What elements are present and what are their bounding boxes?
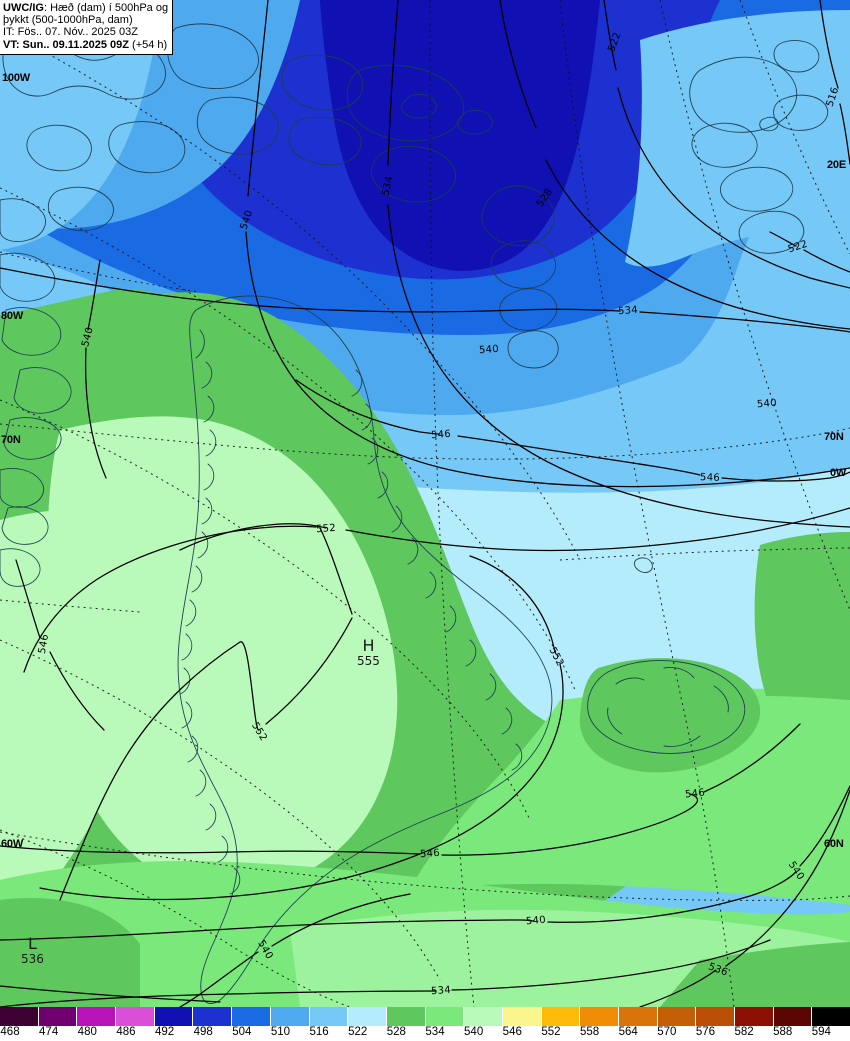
colorbar-tick-498: 498 xyxy=(193,1026,213,1038)
contour-label-546-10: 546 xyxy=(430,428,452,442)
graticule-label-80w-1: 80W xyxy=(1,310,24,322)
colorbar-tick-504: 504 xyxy=(232,1026,252,1038)
colorbar-swatch-13 xyxy=(502,1007,542,1026)
contour-label-540-18: 540 xyxy=(525,914,547,928)
colorbar-swatch-2 xyxy=(77,1007,117,1026)
colorbar-swatch-11 xyxy=(425,1007,465,1026)
colorbar-tick-480: 480 xyxy=(77,1026,97,1038)
graticule-label-100w-0: 100W xyxy=(2,72,30,84)
pressure-value-low: 536 xyxy=(21,952,44,966)
colorbar-swatch-14 xyxy=(541,1007,581,1026)
colorbar-tick-570: 570 xyxy=(657,1026,677,1038)
forecast-hour: (+54 h) xyxy=(128,38,168,51)
info-line-product-2: þykkt (500-1000hPa, dam) xyxy=(3,14,133,27)
product-code: UWC/IG xyxy=(3,2,44,14)
colorbar[interactable]: 468 474 480 486 492 498 504 510 516 522 528 534 540 5… xyxy=(0,1007,850,1041)
contour-label-546-11: 546 xyxy=(699,472,721,484)
colorbar-swatch-20 xyxy=(773,1007,813,1026)
valid-time-value: VT: Sun.. 09.11.2025 09Z xyxy=(3,38,129,51)
colorbar-tick-546: 546 xyxy=(502,1026,522,1038)
colorbar-swatch-3 xyxy=(116,1007,155,1026)
colorbar-swatch-18 xyxy=(696,1007,736,1026)
graticule-label-0w-6: 0W xyxy=(830,467,847,479)
contour-label-552-12: 552 xyxy=(315,522,337,536)
colorbar-tick-510: 510 xyxy=(270,1026,291,1038)
colorbar-tick-516: 516 xyxy=(309,1026,329,1038)
pressure-center-high: H 555 xyxy=(357,636,380,669)
contour-label-540-9: 540 xyxy=(756,397,778,411)
colorbar-tick-labels: 468 474 480 486 492 498 504 510 516 522 528 534 540 5… xyxy=(0,1026,850,1041)
pressure-symbol-low: L xyxy=(27,934,37,953)
graticule-label-20e-4: 20E xyxy=(827,159,846,171)
colorbar-swatch-0 xyxy=(0,1007,39,1026)
pressure-value-high: 555 xyxy=(357,654,380,668)
colorbar-swatch-15 xyxy=(580,1007,619,1026)
colorbar-swatch-19 xyxy=(735,1007,774,1026)
colorbar-tick-576: 576 xyxy=(695,1026,716,1038)
info-line-product: UWC/IG: Hæð (dam) í 500hPa og xyxy=(3,2,168,14)
colorbar-tick-540: 540 xyxy=(464,1026,484,1038)
colorbar-tick-474: 474 xyxy=(39,1026,59,1038)
colorbar-swatch-9 xyxy=(348,1007,387,1026)
colorbar-tick-522: 522 xyxy=(348,1026,368,1038)
colorbar-swatch-6 xyxy=(232,1007,271,1026)
graticule-label-70n-2: 70N xyxy=(1,434,21,446)
colorbar-tick-588: 588 xyxy=(773,1026,793,1038)
colorbar-swatch-10 xyxy=(386,1007,426,1026)
colorbar-swatch-21 xyxy=(812,1007,850,1026)
colorbar-swatch-12 xyxy=(464,1007,503,1026)
contour-label-534-7: 534 xyxy=(617,304,639,318)
product-desc-1: : Hæð (dam) í 500hPa og xyxy=(43,2,169,14)
colorbar-swatch-16 xyxy=(619,1007,658,1026)
colorbar-tick-534: 534 xyxy=(425,1026,445,1038)
colorbar-tick-468: 468 xyxy=(0,1026,20,1038)
contour-label-546-16: 546 xyxy=(684,787,706,801)
colorbar-tick-558: 558 xyxy=(579,1026,600,1038)
colorbar-tick-594: 594 xyxy=(811,1026,831,1038)
colorbar-swatch-8 xyxy=(309,1007,349,1026)
graticule-label-60w-3: 60W xyxy=(1,838,24,850)
colorbar-tick-564: 564 xyxy=(618,1026,638,1038)
colorbar-tick-486: 486 xyxy=(116,1026,136,1038)
pressure-center-low: L 536 xyxy=(21,934,44,967)
graticule-label-60n-7: 60N xyxy=(824,838,844,850)
map-graphic xyxy=(0,0,850,1007)
colorbar-swatch-7 xyxy=(270,1007,310,1026)
colorbar-swatch-4 xyxy=(154,1007,194,1026)
contour-label-540-8: 540 xyxy=(478,343,500,357)
forecast-info-box: UWC/IG: Hæð (dam) í 500hPa og þykkt (500… xyxy=(0,0,174,55)
colorbar-tick-528: 528 xyxy=(386,1026,406,1038)
colorbar-swatches xyxy=(0,1007,850,1026)
colorbar-tick-552: 552 xyxy=(541,1026,561,1038)
pressure-symbol-high: H xyxy=(362,636,375,655)
info-line-init-time: IT: Fös.. 07. Nóv.. 2025 03Z xyxy=(3,26,138,39)
contour-label-546-17: 546 xyxy=(419,847,441,861)
info-line-valid-time: VT: Sun.. 09.11.2025 09Z (+54 h) xyxy=(3,39,168,51)
colorbar-swatch-17 xyxy=(657,1007,697,1026)
contour-label-534-22: 534 xyxy=(430,984,452,998)
colorbar-tick-582: 582 xyxy=(734,1026,754,1038)
colorbar-swatch-5 xyxy=(193,1007,233,1026)
weather-map-canvas[interactable]: 534 522 528 516 522 540 540 534 540 540 546 546 552 5… xyxy=(0,0,850,1007)
colorbar-tick-492: 492 xyxy=(154,1026,175,1038)
colorbar-swatch-1 xyxy=(38,1007,78,1026)
graticule-label-70n-5: 70N xyxy=(824,431,844,443)
